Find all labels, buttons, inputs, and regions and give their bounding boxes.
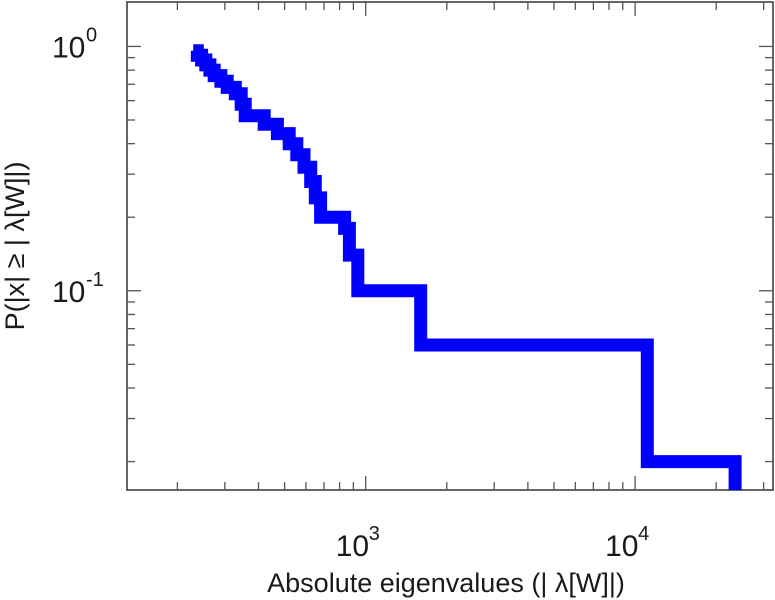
x-tick-label: 10 — [336, 530, 369, 563]
y-tick-label-exponent: -1 — [86, 269, 104, 291]
y-axis-label: P(|x| ≥ | λ[W]|) — [0, 162, 30, 331]
x-tick-labels: 10 3 10 4 — [336, 523, 650, 563]
plot-frame — [126, 1, 774, 491]
y-tick-label: 10 — [52, 276, 85, 309]
minor-ticks — [127, 2, 773, 490]
y-tick-label-exponent: 0 — [86, 24, 97, 46]
major-ticks — [127, 2, 773, 490]
x-tick-label: 10 — [605, 530, 638, 563]
x-tick-label-exponent: 4 — [638, 523, 649, 545]
x-tick-label-exponent: 3 — [369, 523, 380, 545]
y-tick-label: 10 — [52, 31, 85, 64]
x-axis-label: Absolute eigenvalues (| λ[W]|) — [267, 568, 625, 598]
series-line — [190, 44, 742, 490]
